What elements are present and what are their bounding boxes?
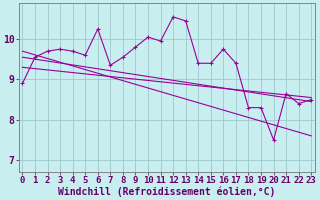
X-axis label: Windchill (Refroidissement éolien,°C): Windchill (Refroidissement éolien,°C): [58, 187, 276, 197]
